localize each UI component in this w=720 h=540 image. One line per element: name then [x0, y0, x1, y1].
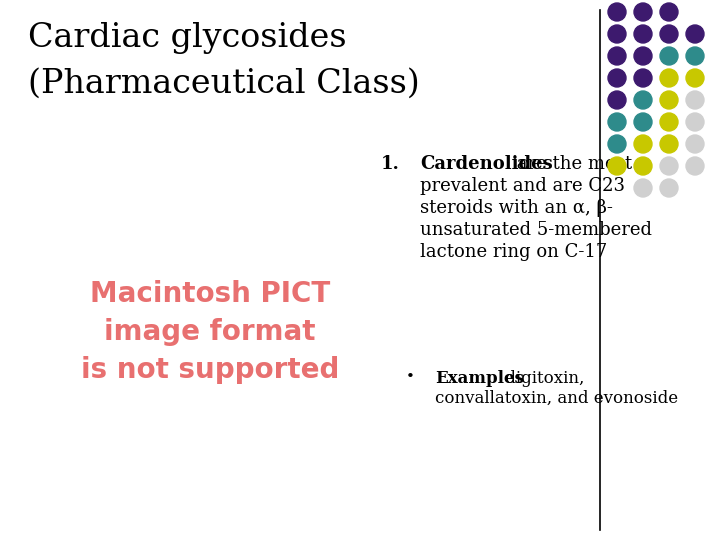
- Text: 1.: 1.: [381, 155, 400, 173]
- Text: Examples: Examples: [435, 370, 524, 387]
- Text: Macintosh PICT: Macintosh PICT: [90, 280, 330, 308]
- Circle shape: [660, 25, 678, 43]
- Circle shape: [686, 69, 704, 87]
- Circle shape: [634, 157, 652, 175]
- Circle shape: [686, 113, 704, 131]
- Circle shape: [660, 179, 678, 197]
- Text: prevalent and are C23: prevalent and are C23: [420, 177, 625, 195]
- Circle shape: [660, 69, 678, 87]
- Circle shape: [634, 113, 652, 131]
- Circle shape: [634, 135, 652, 153]
- Circle shape: [608, 3, 626, 21]
- Circle shape: [608, 69, 626, 87]
- Circle shape: [686, 47, 704, 65]
- Circle shape: [608, 47, 626, 65]
- Circle shape: [608, 91, 626, 109]
- Circle shape: [686, 91, 704, 109]
- Circle shape: [634, 69, 652, 87]
- Text: •: •: [406, 370, 415, 384]
- Circle shape: [608, 25, 626, 43]
- Circle shape: [686, 25, 704, 43]
- Circle shape: [634, 91, 652, 109]
- Circle shape: [660, 157, 678, 175]
- Text: steroids with an α, β-: steroids with an α, β-: [420, 199, 613, 217]
- Circle shape: [634, 179, 652, 197]
- Circle shape: [608, 157, 626, 175]
- Circle shape: [686, 157, 704, 175]
- Text: are the most: are the most: [511, 155, 632, 173]
- Text: lactone ring on C-17: lactone ring on C-17: [420, 243, 607, 261]
- Text: (Pharmaceutical Class): (Pharmaceutical Class): [28, 68, 420, 100]
- Circle shape: [634, 47, 652, 65]
- Circle shape: [660, 47, 678, 65]
- Text: unsaturated 5-membered: unsaturated 5-membered: [420, 221, 652, 239]
- Circle shape: [686, 135, 704, 153]
- Circle shape: [660, 91, 678, 109]
- Text: Cardenolides: Cardenolides: [420, 155, 553, 173]
- Text: convallatoxin, and evonoside: convallatoxin, and evonoside: [435, 390, 678, 407]
- Circle shape: [634, 3, 652, 21]
- Circle shape: [660, 135, 678, 153]
- Text: image format: image format: [104, 318, 316, 346]
- Circle shape: [608, 135, 626, 153]
- Circle shape: [608, 113, 626, 131]
- Text: Cardiac glycosides: Cardiac glycosides: [28, 22, 346, 54]
- Text: digitoxin,: digitoxin,: [500, 370, 585, 387]
- Circle shape: [634, 25, 652, 43]
- Text: is not supported: is not supported: [81, 356, 339, 384]
- Circle shape: [660, 113, 678, 131]
- Circle shape: [660, 3, 678, 21]
